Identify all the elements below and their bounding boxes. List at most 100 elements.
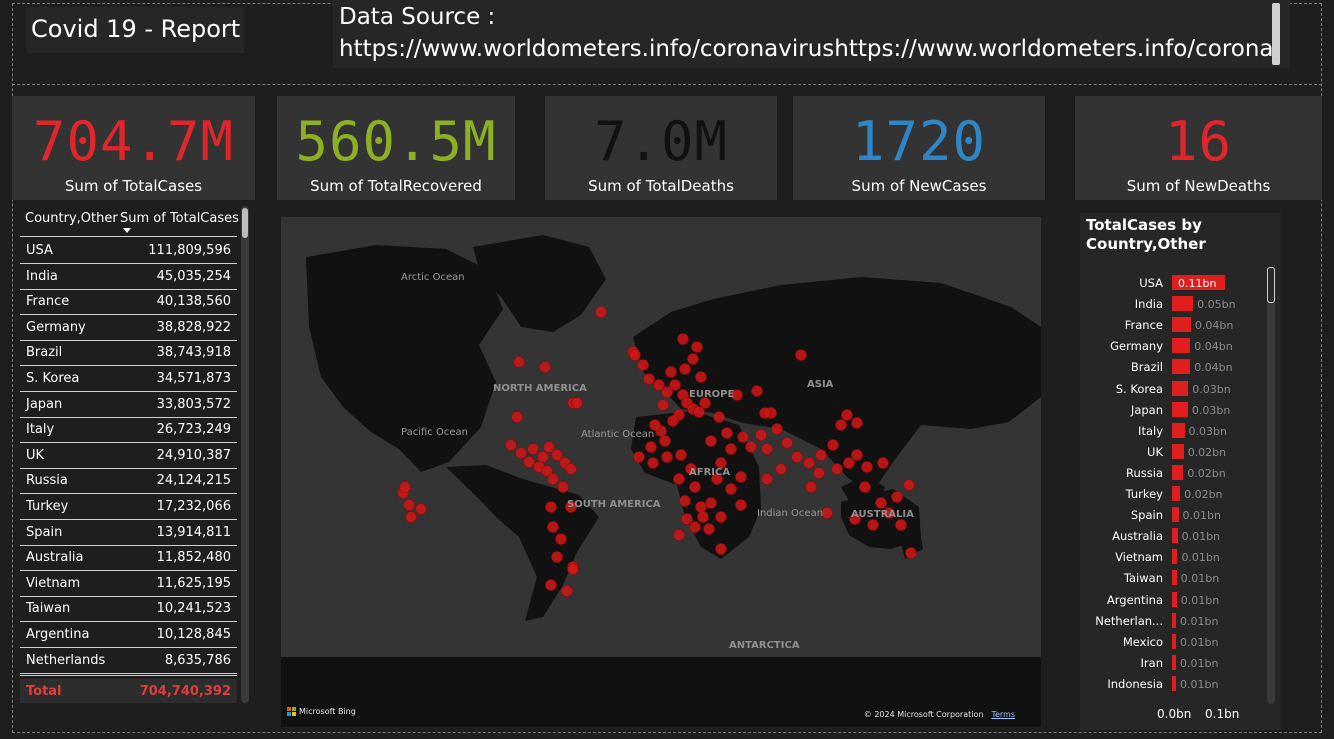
bar[interactable] xyxy=(1172,612,1177,628)
case-bubble[interactable] xyxy=(633,451,645,463)
case-bubble[interactable] xyxy=(403,499,415,511)
case-bubble[interactable] xyxy=(903,479,915,491)
world-map[interactable]: Arctic Ocean NORTH AMERICA ASIA EUROPE P… xyxy=(281,217,1041,727)
table-row[interactable]: Italy 26,723,249 xyxy=(20,417,237,444)
case-bubble[interactable] xyxy=(761,443,773,455)
case-bubble[interactable] xyxy=(645,441,657,453)
case-bubble[interactable] xyxy=(813,467,825,479)
bar[interactable] xyxy=(1172,359,1191,375)
case-bubble[interactable] xyxy=(795,349,807,361)
table-row[interactable]: India 45,035,254 xyxy=(20,264,237,290)
case-bubble[interactable] xyxy=(735,471,747,483)
case-bubble[interactable] xyxy=(551,551,563,563)
table-scrollbar[interactable] xyxy=(241,206,249,703)
case-bubble[interactable] xyxy=(673,529,685,541)
bar-row[interactable]: Australia 0.01bn xyxy=(1080,527,1260,545)
bar-row[interactable]: S. Korea 0.03bn xyxy=(1080,380,1260,398)
case-bubble[interactable] xyxy=(843,457,855,469)
case-bubble[interactable] xyxy=(685,463,697,475)
case-bubble[interactable] xyxy=(657,399,669,411)
case-bubble[interactable] xyxy=(895,519,907,531)
case-bubble[interactable] xyxy=(781,437,793,449)
case-bubble[interactable] xyxy=(515,447,527,459)
case-bubble[interactable] xyxy=(891,491,903,503)
table-row[interactable]: Russia 24,124,215 xyxy=(20,468,237,495)
case-bubble[interactable] xyxy=(791,451,803,463)
case-bubble[interactable] xyxy=(677,333,689,345)
case-bubble[interactable] xyxy=(667,415,679,427)
case-bubble[interactable] xyxy=(405,511,417,523)
table-row[interactable]: France 40,138,560 xyxy=(20,289,237,316)
case-bubble[interactable] xyxy=(721,427,733,439)
bar[interactable] xyxy=(1172,338,1191,354)
case-bubble[interactable] xyxy=(815,449,827,461)
terms-link[interactable]: Terms xyxy=(991,710,1015,719)
table-row[interactable]: Brazil 38,743,918 xyxy=(20,340,237,367)
case-bubble[interactable] xyxy=(511,411,523,423)
case-bubble[interactable] xyxy=(571,397,583,409)
case-bubble[interactable] xyxy=(715,457,727,469)
case-bubble[interactable] xyxy=(523,456,535,468)
case-bubble[interactable] xyxy=(725,483,737,495)
column-header-country[interactable]: Country,Other xyxy=(25,211,118,226)
case-bubble[interactable] xyxy=(705,497,717,509)
case-bubble[interactable] xyxy=(649,419,661,431)
case-bubble[interactable] xyxy=(513,356,525,368)
case-bubble[interactable] xyxy=(547,521,559,533)
case-bubble[interactable] xyxy=(555,533,567,545)
case-bubble[interactable] xyxy=(661,451,673,463)
table-row[interactable]: Taiwan 10,241,523 xyxy=(20,596,237,623)
case-bubble[interactable] xyxy=(851,417,863,429)
table-row[interactable]: Argentina 10,128,845 xyxy=(20,622,237,648)
table-row[interactable]: Netherlands 8,635,786 xyxy=(20,648,237,674)
source-scrollbar[interactable] xyxy=(1272,3,1280,65)
case-bubble[interactable] xyxy=(669,379,681,391)
case-bubble[interactable] xyxy=(875,497,887,509)
case-bubble[interactable] xyxy=(725,443,737,455)
sort-descending-icon[interactable] xyxy=(123,228,131,233)
case-bubble[interactable] xyxy=(695,371,707,383)
case-bubble[interactable] xyxy=(661,386,673,398)
case-bubble[interactable] xyxy=(883,507,895,519)
column-header-total-cases[interactable]: Sum of TotalCases xyxy=(120,211,239,226)
case-bubble[interactable] xyxy=(851,449,863,461)
bar[interactable] xyxy=(1172,486,1181,501)
case-bubble[interactable] xyxy=(545,579,557,591)
bar[interactable] xyxy=(1172,633,1176,649)
case-bubble[interactable] xyxy=(745,441,757,453)
case-bubble[interactable] xyxy=(527,443,539,455)
case-bubble[interactable] xyxy=(691,341,703,353)
case-bubble[interactable] xyxy=(805,481,817,493)
case-bubble[interactable] xyxy=(859,481,871,493)
case-bubble[interactable] xyxy=(679,363,691,375)
bar[interactable] xyxy=(1172,401,1188,417)
bar[interactable] xyxy=(1172,296,1194,312)
bar-row[interactable]: Japan 0.03bn xyxy=(1080,401,1260,419)
case-bubble[interactable] xyxy=(659,435,671,447)
bar[interactable] xyxy=(1172,380,1189,396)
case-bubble[interactable] xyxy=(737,431,749,443)
case-bubble[interactable] xyxy=(653,379,665,391)
bar-row[interactable]: Netherlan... 0.01bn xyxy=(1080,612,1260,630)
case-bubble[interactable] xyxy=(681,513,693,525)
case-bubble[interactable] xyxy=(831,463,843,475)
bar-row[interactable]: UK 0.02bn xyxy=(1080,443,1260,461)
case-bubble[interactable] xyxy=(849,513,861,525)
case-bubble[interactable] xyxy=(543,441,555,453)
case-bubble[interactable] xyxy=(711,473,723,485)
table-row[interactable]: UK 24,910,387 xyxy=(20,443,237,469)
bar-row[interactable]: Germany 0.04bn xyxy=(1080,337,1260,355)
case-bubble[interactable] xyxy=(703,523,715,535)
case-bubble[interactable] xyxy=(505,439,517,451)
case-bubble[interactable] xyxy=(629,349,641,361)
case-bubble[interactable] xyxy=(689,521,701,533)
case-bubble[interactable] xyxy=(565,501,577,513)
case-bubble[interactable] xyxy=(735,499,747,511)
case-bubble[interactable] xyxy=(835,419,847,431)
case-bubble[interactable] xyxy=(399,481,411,493)
case-bubble[interactable] xyxy=(679,495,691,507)
case-bubble[interactable] xyxy=(705,435,717,447)
case-bubble[interactable] xyxy=(551,449,563,461)
bar[interactable] xyxy=(1172,507,1179,523)
case-bubble[interactable] xyxy=(567,563,579,575)
